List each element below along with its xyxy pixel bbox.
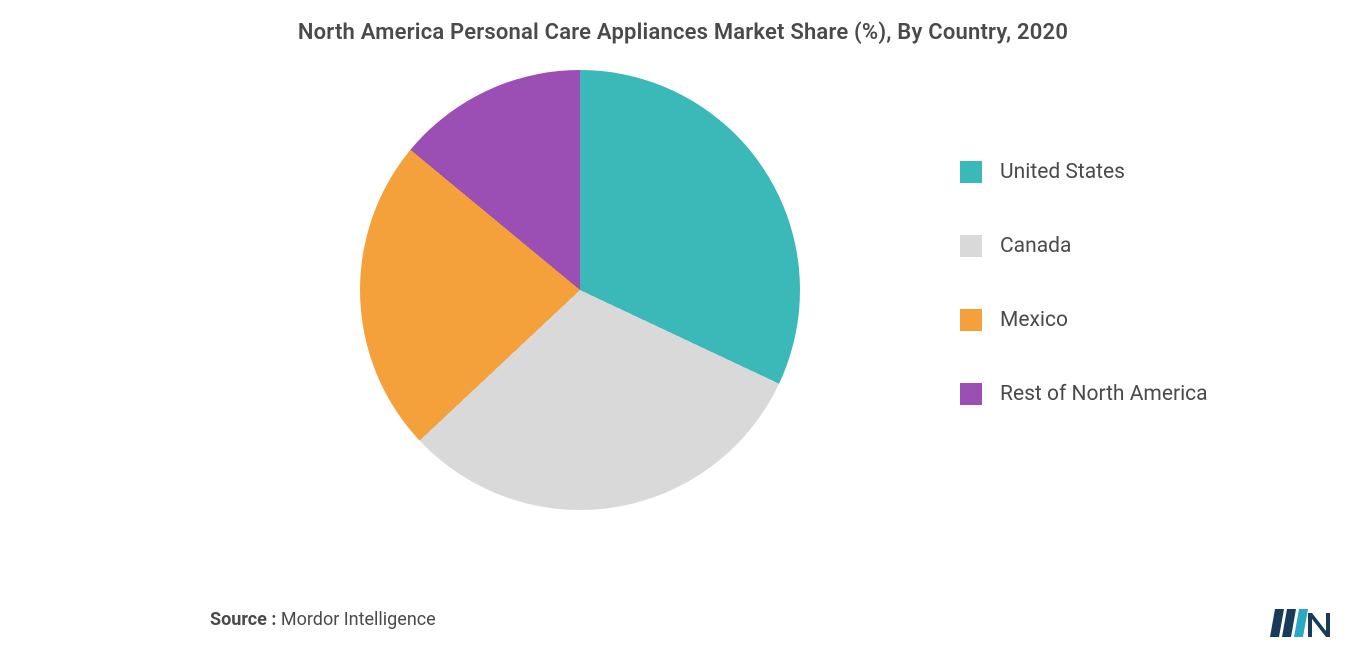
legend-label: United States xyxy=(1000,160,1125,184)
legend-label: Rest of North America xyxy=(1000,382,1208,406)
source-text: Mordor Intelligence xyxy=(281,609,436,630)
legend: United States Canada Mexico Rest of North A… xyxy=(960,160,1208,406)
chart-title: North America Personal Care Appliances M… xyxy=(0,20,1366,45)
logo-bar-icon xyxy=(1294,609,1308,637)
legend-item: Mexico xyxy=(960,308,1208,332)
legend-item: United States xyxy=(960,160,1208,184)
legend-item: Canada xyxy=(960,234,1208,258)
pie-chart xyxy=(360,70,800,510)
source-prefix: Source : xyxy=(210,609,276,630)
source-attribution: Source : Mordor Intelligence xyxy=(210,609,436,630)
logo-bar-icon xyxy=(1282,609,1296,637)
legend-swatch xyxy=(960,309,982,331)
legend-label: Canada xyxy=(1000,234,1071,258)
legend-swatch xyxy=(960,383,982,405)
legend-swatch xyxy=(960,235,982,257)
logo-bar-icon xyxy=(1270,609,1284,637)
legend-label: Mexico xyxy=(1000,308,1068,332)
legend-item: Rest of North America xyxy=(960,382,1208,406)
brand-logo xyxy=(1268,603,1338,643)
legend-swatch xyxy=(960,161,982,183)
